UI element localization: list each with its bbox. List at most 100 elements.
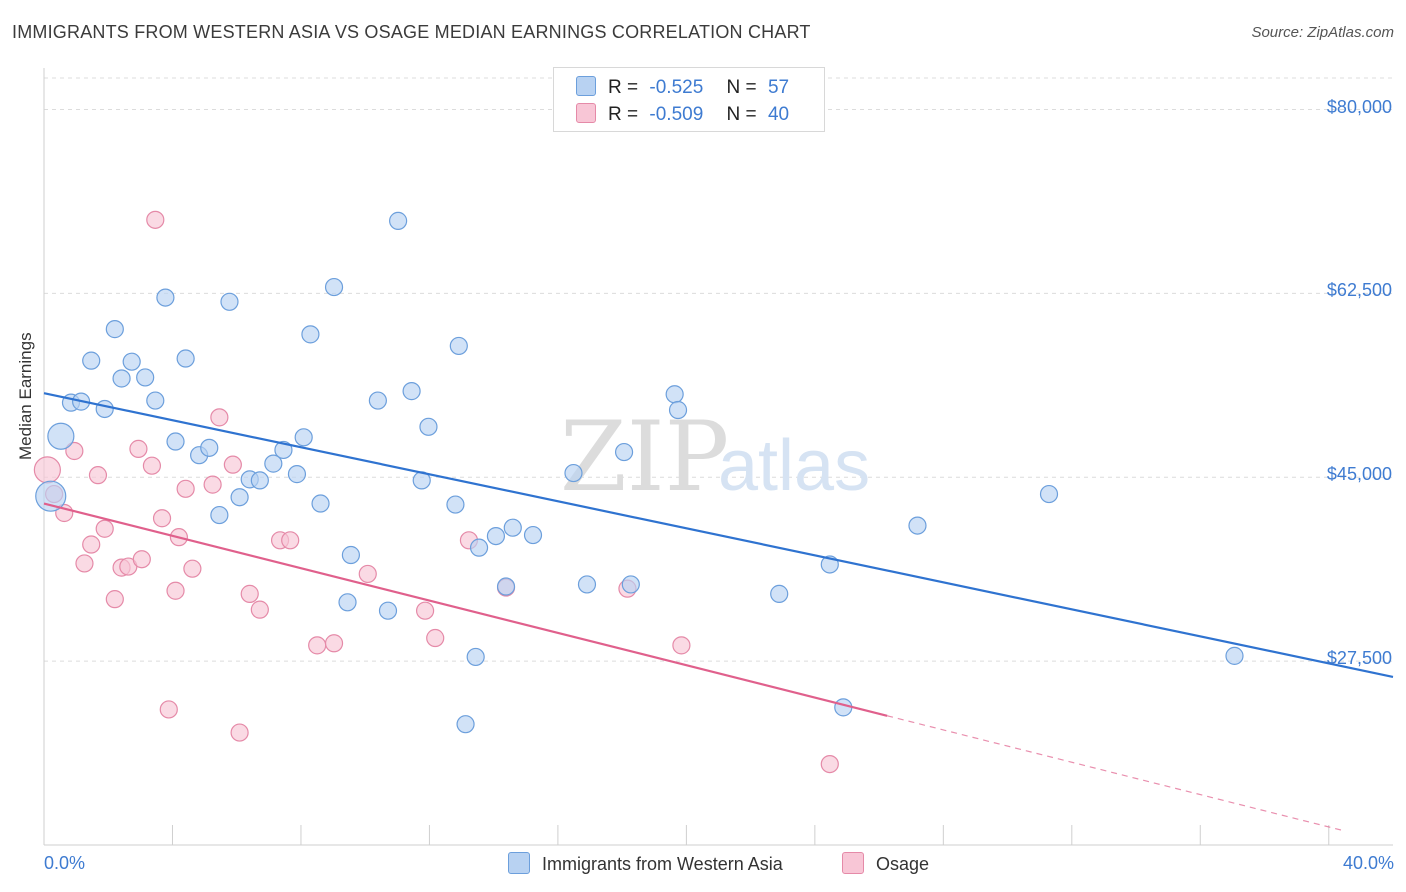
legend-row-western-asia: R = -0.525 N = 57 [576, 76, 789, 99]
data-point [281, 531, 300, 550]
data-point [614, 442, 634, 462]
data-point [368, 391, 387, 410]
bottom-legend-swatch-blue [508, 852, 530, 874]
legend-n-label: N = [726, 104, 757, 125]
legend-n-label: N = [726, 77, 757, 98]
data-point [75, 554, 94, 573]
data-point [88, 466, 108, 485]
data-point [402, 382, 421, 401]
legend-r-label: R = [608, 104, 639, 125]
data-point [338, 593, 357, 612]
legend-row-osage: R = -0.509 N = 40 [576, 103, 789, 126]
data-point [65, 441, 84, 461]
data-point [82, 351, 101, 370]
data-point [415, 601, 435, 620]
data-point [35, 480, 67, 512]
y-tick-label: $62,500 [1326, 280, 1392, 301]
data-point [419, 417, 438, 436]
data-point [183, 559, 202, 578]
data-point [324, 277, 344, 297]
data-point [820, 754, 839, 774]
source-credit: Source: ZipAtlas.com [1251, 24, 1394, 41]
data-point [665, 385, 684, 404]
data-point [166, 581, 185, 600]
data-point [156, 288, 175, 307]
data-point [1225, 646, 1244, 665]
data-point [486, 526, 506, 546]
data-point [159, 700, 178, 719]
data-point [176, 349, 195, 368]
data-point [220, 292, 239, 311]
data-point [203, 475, 222, 494]
data-point [105, 320, 124, 339]
legend-n-value: 57 [767, 77, 790, 98]
data-point [223, 455, 242, 474]
data-point [240, 584, 259, 603]
data-point [166, 432, 185, 451]
data-point [142, 456, 162, 475]
gridlines [44, 77, 1393, 662]
bottom-legend-osage: Osage [842, 852, 929, 875]
data-point [105, 590, 124, 609]
data-point [112, 369, 131, 388]
legend-r-label: R = [608, 77, 639, 98]
data-point [1039, 484, 1059, 504]
data-point [523, 525, 543, 545]
data-point [122, 352, 141, 371]
data-point [456, 715, 475, 734]
data-point [389, 211, 408, 230]
data-point [176, 479, 195, 498]
data-point [200, 438, 219, 457]
trend-lines [43, 392, 1394, 831]
data-point [564, 463, 583, 483]
data-point [210, 408, 229, 427]
legend-r-value: -0.525 [649, 77, 704, 98]
data-point [503, 518, 522, 537]
data-point [358, 564, 377, 584]
data-point [378, 601, 398, 620]
trend-line-osage-extension [886, 715, 1343, 831]
data-point [908, 516, 927, 535]
data-point [274, 440, 293, 460]
western-asia-points [35, 211, 1244, 734]
bottom-legend-label: Immigrants from Western Asia [542, 854, 783, 874]
data-point [308, 636, 327, 655]
watermark-zip: ZIP [560, 401, 729, 513]
axes [43, 68, 1393, 846]
data-point [82, 535, 101, 554]
bottom-legend-label: Osage [876, 854, 930, 874]
data-point [129, 439, 148, 458]
data-point [95, 519, 114, 538]
data-point [469, 538, 489, 557]
data-point [621, 575, 640, 594]
data-point [466, 647, 485, 667]
data-point [146, 210, 165, 229]
data-point [146, 391, 165, 410]
data-point [341, 545, 360, 565]
trend-line-osage [43, 502, 888, 717]
data-point [426, 628, 445, 648]
watermark: ZIP atlas [560, 401, 870, 513]
data-point [770, 584, 789, 603]
data-point [446, 495, 465, 514]
x-tick-min: 0.0% [44, 853, 86, 873]
data-point [301, 325, 320, 344]
legend-swatch-blue [576, 76, 596, 96]
data-point [33, 456, 61, 484]
data-point [250, 471, 269, 490]
data-point [47, 422, 75, 450]
trend-line-western-asia [43, 392, 1394, 678]
y-tick-label: $27,500 [1326, 648, 1392, 669]
y-tick-label: $80,000 [1326, 96, 1392, 117]
data-point [152, 509, 172, 528]
y-tick-label: $45,000 [1326, 464, 1392, 485]
data-point [264, 454, 283, 473]
data-point [577, 575, 597, 594]
data-point [672, 636, 691, 655]
data-point [230, 488, 249, 507]
x-tick-max: 40.0% [1342, 853, 1394, 873]
data-point [294, 428, 313, 447]
data-point [136, 368, 155, 387]
data-point [324, 634, 344, 653]
data-point [449, 336, 468, 356]
